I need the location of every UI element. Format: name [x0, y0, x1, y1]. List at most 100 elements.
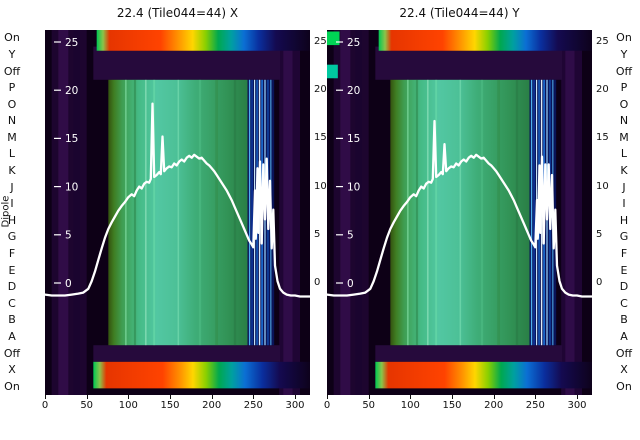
x-tick-label: 300	[285, 400, 305, 411]
power-tick-label-right: 25	[596, 36, 609, 47]
row-label-right-11: H	[619, 213, 629, 227]
x-tick-label: 0	[41, 400, 49, 411]
row-label-right-10: I	[622, 197, 626, 211]
power-tick-label-right: 5	[314, 228, 321, 240]
row-label-left-20: X	[8, 363, 16, 377]
row-label-right-18: A	[620, 329, 628, 343]
power-tick-label: 0	[347, 278, 354, 290]
row-label-left-1: Y	[8, 47, 16, 61]
x-tick-label: 150	[160, 400, 180, 411]
x-tick-label: 250	[243, 400, 263, 411]
heatmap-main-region	[390, 79, 530, 346]
row-label-right-19: Off	[615, 346, 633, 360]
heatmap-main-region	[108, 79, 248, 346]
row-label-left-13: F	[8, 247, 16, 260]
power-tick-label: 10	[65, 181, 78, 193]
x-tick-mark	[295, 395, 296, 399]
row-label-left-2: Off	[3, 64, 21, 78]
row-label-left-7: L	[8, 147, 16, 161]
row-label-right-14: E	[620, 263, 628, 277]
row-label-left-0: On	[4, 31, 20, 45]
row-label-left-8: K	[8, 164, 16, 177]
row-label-left-10: I	[10, 197, 14, 211]
row-label-left-3: P	[8, 81, 16, 95]
power-tick-label-right: 0	[314, 277, 321, 288]
row-label-left-14: E	[8, 263, 16, 277]
x-tick-label: 200	[202, 400, 222, 411]
power-curve	[45, 102, 310, 298]
heatmap-y: 25 20 15 10 5 0	[327, 30, 592, 395]
row-label-right-6: M	[619, 130, 629, 144]
power-tick-label: 20	[347, 85, 360, 97]
top-rainbow-band	[378, 30, 592, 51]
x-tick-label: 100	[400, 400, 420, 411]
row-label-left-21: On	[4, 379, 20, 393]
power-tick-label: 15	[347, 133, 360, 145]
plot-title-y: 22.4 (Tile044=44) Y	[399, 6, 520, 20]
row-label-right-8: K	[620, 164, 628, 177]
power-tick-label: 20	[65, 85, 78, 97]
row-label-left-19: Off	[3, 346, 21, 360]
bottom-rainbow-band	[93, 361, 310, 389]
row-label-left-15: D	[7, 280, 17, 294]
row-label-left-9: J	[10, 180, 14, 194]
x-tick-mark	[535, 395, 537, 399]
row-label-left-5: N	[7, 114, 17, 128]
power-tick-label: 10	[347, 181, 360, 193]
power-tick-label: 0	[65, 278, 72, 290]
row-label-right-2: Off	[615, 64, 633, 78]
x-tick-mark	[128, 395, 130, 399]
x-tick-label: 300	[567, 400, 587, 411]
x-tick-mark	[493, 395, 495, 399]
power-tick-label: 15	[65, 133, 78, 145]
x-tick-mark	[452, 395, 453, 399]
power-tick-label: 5	[347, 230, 354, 242]
row-label-left-6: M	[7, 130, 17, 144]
plot-title-x: 22.4 (Tile044=44) X	[116, 6, 239, 20]
x-tick-mark	[577, 395, 578, 399]
row-label-right-15: D	[619, 280, 629, 294]
row-label-right-17: B	[620, 313, 628, 327]
x-tick-label: 250	[525, 400, 545, 411]
bottom-rainbow-band	[375, 361, 592, 389]
power-tick-label-right: 15	[596, 132, 609, 144]
x-tick-label: 200	[484, 400, 504, 411]
power-tick-label-right: 20	[314, 84, 327, 96]
x-tick-mark	[410, 395, 412, 399]
row-label-right-13: F	[620, 247, 628, 260]
x-tick-label: 0	[323, 400, 331, 411]
power-tick-label: 5	[65, 230, 72, 242]
x-tick-mark	[86, 395, 88, 399]
row-label-left-11: H	[7, 213, 17, 227]
power-tick-label-right: 20	[596, 84, 609, 96]
x-tick-mark	[253, 395, 255, 399]
x-tick-label: 100	[118, 400, 138, 411]
power-tick-label-right: 5	[596, 228, 603, 240]
top-rainbow-band	[96, 30, 310, 51]
row-label-right-3: P	[620, 81, 628, 95]
row-label-left-16: C	[8, 296, 16, 310]
power-tick-label-right: 10	[314, 180, 327, 192]
power-tick-label-right: 25	[314, 36, 327, 47]
power-tick-label-right: 15	[314, 132, 327, 144]
row-label-right-1: Y	[620, 47, 628, 61]
x-tick-mark	[170, 395, 171, 399]
x-tick-mark	[327, 395, 328, 399]
row-label-right-7: L	[620, 147, 628, 161]
power-tick-label: 25	[65, 37, 78, 49]
row-label-right-5: N	[619, 114, 629, 128]
row-label-left-17: B	[8, 313, 16, 327]
x-tick-mark	[211, 395, 213, 399]
x-tick-mark	[368, 395, 370, 399]
row-label-right-0: On	[616, 31, 632, 45]
heatmap-x: 25 20 15 10 5 0	[45, 30, 310, 395]
power-tick-label: 25	[347, 37, 360, 49]
row-label-right-9: J	[622, 180, 626, 194]
row-label-left-12: G	[7, 230, 17, 244]
x-tick-label: 150	[442, 400, 462, 411]
x-tick-mark	[45, 395, 46, 399]
x-tick-label: 50	[362, 400, 376, 411]
row-label-left-4: O	[7, 97, 17, 111]
row-label-right-16: C	[620, 296, 628, 310]
